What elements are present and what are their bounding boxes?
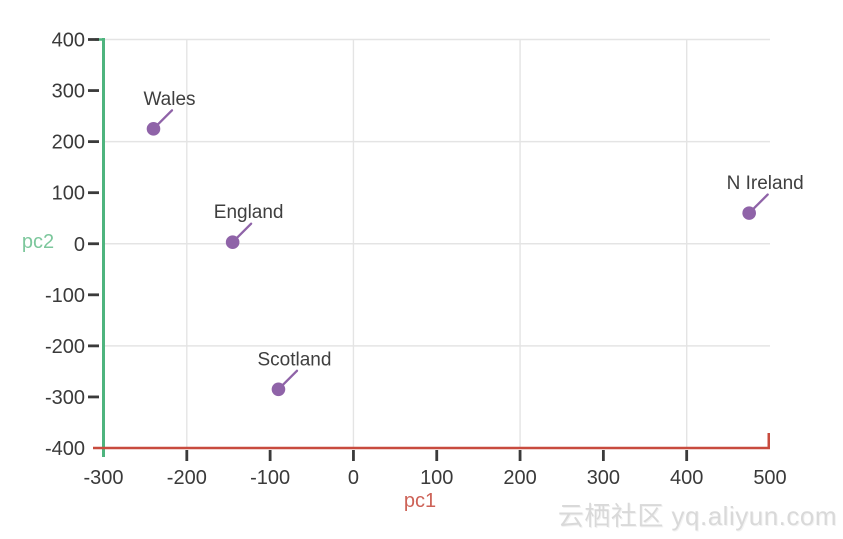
x-tick-label: -200 [167,467,207,489]
point-connector [752,193,769,210]
x-tick-label: 300 [587,467,620,489]
y-tick-label: 0 [74,234,85,256]
data-point [225,235,240,250]
data-point [146,122,161,136]
y-tick-label: -400 [45,438,85,460]
y-tick-label: 300 [52,81,85,103]
x-tick-label: 0 [348,467,359,489]
point-label: N Ireland [727,173,804,194]
x-tick-label: 400 [670,467,703,489]
y-tick-label: -300 [45,387,85,409]
point-label: Scotland [257,349,331,370]
data-point [742,206,756,220]
point-connector [235,222,253,239]
watermark: 云栖社区 yq.aliyun.com [557,501,837,531]
y-tick-label: 100 [52,183,85,205]
x-tick-label: -300 [83,467,123,489]
point-connector [281,369,299,386]
x-tick-label: 100 [420,467,453,489]
point-label: England [214,202,284,223]
x-tick-label: -100 [250,467,290,489]
point-label: Wales [143,89,195,110]
y-tick-label: 400 [52,30,85,52]
y-tick-label: -100 [45,285,85,307]
x-tick-label: 500 [753,467,786,489]
data-point [271,382,286,397]
y-axis-label: pc2 [21,231,55,253]
y-tick-label: -200 [45,336,85,358]
x-tick-label: 200 [503,467,536,489]
x-axis-label: pc1 [403,490,437,512]
y-tick-label: 200 [52,132,85,154]
point-connector [156,109,174,126]
